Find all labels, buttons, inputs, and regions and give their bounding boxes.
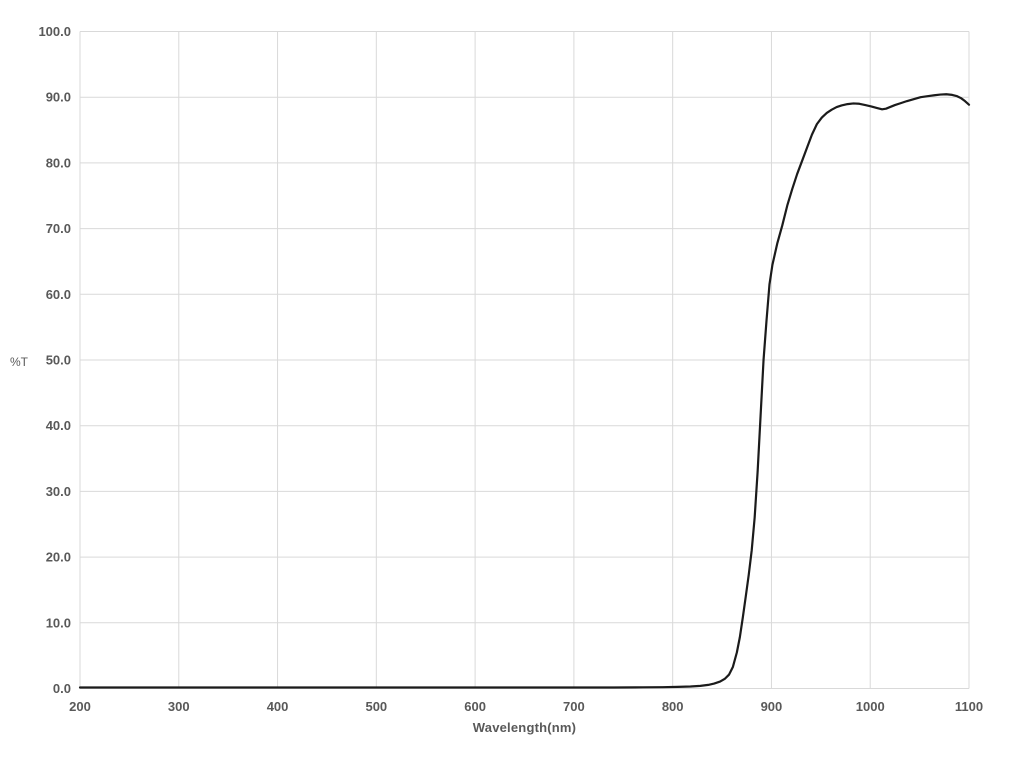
y-tick-label: 90.0 — [46, 90, 71, 105]
x-tick-label: 400 — [267, 699, 289, 714]
y-tick-label: 10.0 — [46, 615, 71, 630]
x-tick-label: 600 — [464, 699, 486, 714]
y-tick-label: 50.0 — [46, 353, 71, 368]
x-tick-label: 500 — [365, 699, 387, 714]
x-tick-label: 800 — [662, 699, 684, 714]
y-tick-label: 100.0 — [38, 24, 71, 39]
y-tick-label: 30.0 — [46, 484, 71, 499]
x-tick-label: 700 — [563, 699, 585, 714]
x-tick-label: 1000 — [856, 699, 885, 714]
x-tick-label: 300 — [168, 699, 190, 714]
x-tick-label: 200 — [69, 699, 91, 714]
x-tick-label: 1100 — [955, 699, 983, 714]
y-tick-label: 60.0 — [46, 287, 71, 302]
y-tick-label: 20.0 — [46, 550, 71, 565]
y-tick-label: 40.0 — [46, 418, 71, 433]
y-tick-label: 70.0 — [46, 221, 71, 236]
x-axis-title: Wavelength(nm) — [472, 720, 577, 735]
y-tick-label: 0.0 — [53, 681, 71, 696]
x-tick-label: 900 — [761, 699, 783, 714]
y-tick-label: 80.0 — [46, 155, 71, 170]
transmittance-curve — [78, 93, 971, 689]
y-axis-title: %T — [10, 355, 28, 369]
